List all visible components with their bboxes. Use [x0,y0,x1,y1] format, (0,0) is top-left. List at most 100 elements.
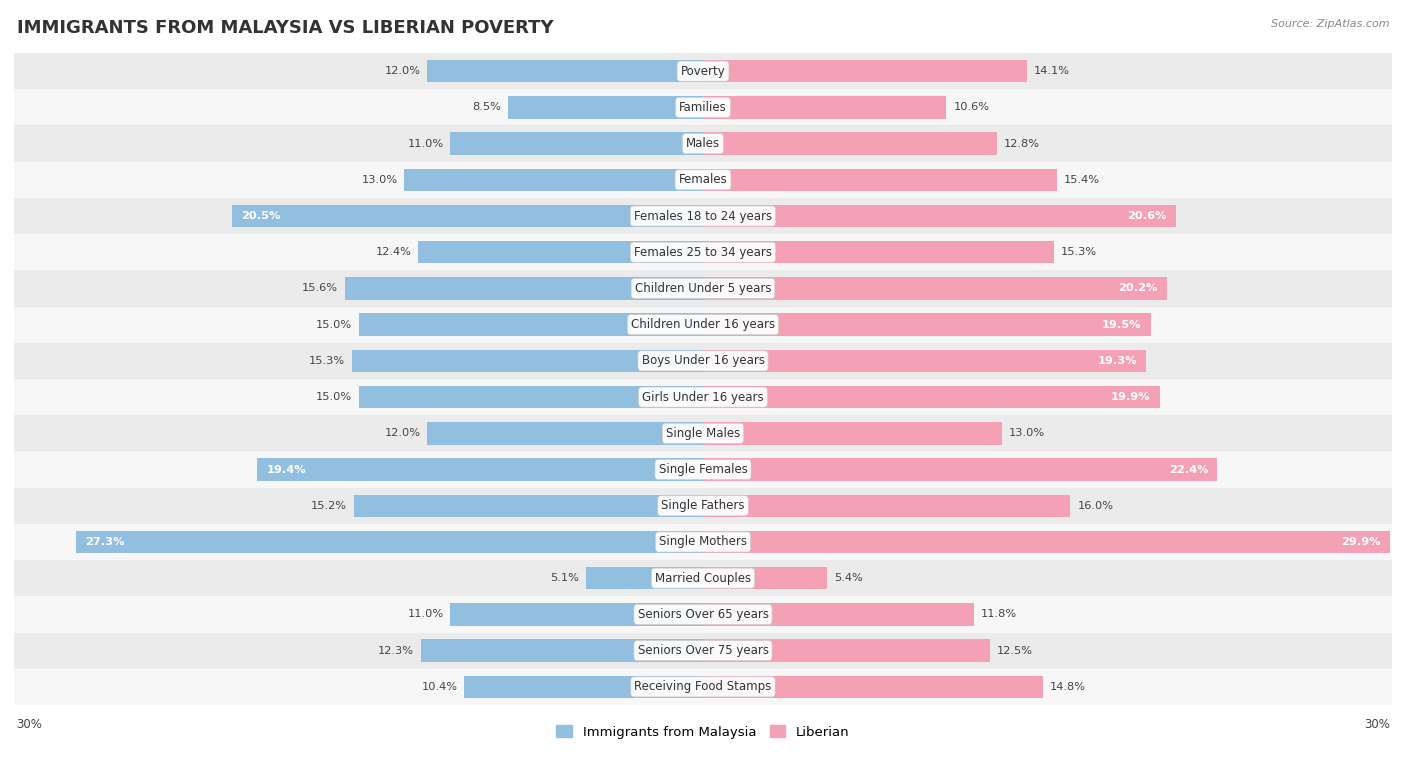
Text: 15.2%: 15.2% [311,501,347,511]
Text: 12.0%: 12.0% [384,428,420,438]
Text: 22.4%: 22.4% [1168,465,1208,475]
Text: 15.4%: 15.4% [1063,175,1099,185]
Text: 19.3%: 19.3% [1098,356,1137,366]
Text: Single Mothers: Single Mothers [659,535,747,549]
Bar [14,53,1392,89]
Text: Boys Under 16 years: Boys Under 16 years [641,355,765,368]
Bar [14,126,1392,161]
Bar [359,314,703,336]
Bar [344,277,703,299]
Bar [703,277,1167,299]
Text: 27.3%: 27.3% [86,537,125,547]
Bar [586,567,703,590]
Bar [14,198,1392,234]
Bar [703,349,1146,372]
Text: Females 18 to 24 years: Females 18 to 24 years [634,209,772,223]
Text: Children Under 5 years: Children Under 5 years [634,282,772,295]
Bar [352,349,703,372]
Bar [450,603,703,625]
Text: Seniors Over 65 years: Seniors Over 65 years [637,608,769,621]
Bar [703,205,1175,227]
Text: 19.9%: 19.9% [1111,392,1152,402]
Bar [703,96,946,118]
Bar [420,640,703,662]
Bar [14,452,1392,487]
Text: 14.1%: 14.1% [1033,66,1070,76]
Bar [232,205,703,227]
Bar [76,531,703,553]
Bar [703,531,1389,553]
Bar [14,560,1392,597]
Text: 20.5%: 20.5% [242,211,281,221]
Text: 10.6%: 10.6% [953,102,990,112]
Bar [14,632,1392,669]
Text: Receiving Food Stamps: Receiving Food Stamps [634,681,772,694]
Text: 19.5%: 19.5% [1102,320,1142,330]
Text: 12.8%: 12.8% [1004,139,1040,149]
Bar [703,459,1218,481]
Text: 11.8%: 11.8% [981,609,1017,619]
Text: Females 25 to 34 years: Females 25 to 34 years [634,246,772,258]
Bar [14,597,1392,632]
Text: Seniors Over 75 years: Seniors Over 75 years [637,644,769,657]
Text: 12.5%: 12.5% [997,646,1033,656]
Bar [14,524,1392,560]
Text: Girls Under 16 years: Girls Under 16 years [643,390,763,403]
Text: 30%: 30% [17,718,42,731]
Bar [359,386,703,409]
Bar [14,234,1392,271]
Text: 19.4%: 19.4% [267,465,307,475]
Bar [14,306,1392,343]
Bar [257,459,703,481]
Bar [405,168,703,191]
Text: 8.5%: 8.5% [472,102,501,112]
Text: Children Under 16 years: Children Under 16 years [631,318,775,331]
Text: 12.3%: 12.3% [378,646,413,656]
Text: Males: Males [686,137,720,150]
Bar [703,567,827,590]
Text: IMMIGRANTS FROM MALAYSIA VS LIBERIAN POVERTY: IMMIGRANTS FROM MALAYSIA VS LIBERIAN POV… [17,19,554,37]
Text: 20.2%: 20.2% [1118,283,1157,293]
Text: 13.0%: 13.0% [361,175,398,185]
Text: 13.0%: 13.0% [1008,428,1045,438]
Bar [464,675,703,698]
Bar [508,96,703,118]
Text: Single Males: Single Males [666,427,740,440]
Bar [703,494,1070,517]
Text: 15.3%: 15.3% [309,356,344,366]
Text: Females: Females [679,174,727,186]
Text: 5.1%: 5.1% [550,573,579,583]
Text: 11.0%: 11.0% [408,609,443,619]
Bar [14,161,1392,198]
Bar [703,314,1152,336]
Text: 10.4%: 10.4% [422,682,457,692]
Text: Poverty: Poverty [681,64,725,77]
Text: 14.8%: 14.8% [1050,682,1085,692]
Text: 15.3%: 15.3% [1062,247,1097,257]
Text: 11.0%: 11.0% [408,139,443,149]
Legend: Immigrants from Malaysia, Liberian: Immigrants from Malaysia, Liberian [551,720,855,744]
Text: 15.0%: 15.0% [315,392,352,402]
Bar [703,60,1026,83]
Bar [703,422,1001,444]
Bar [703,133,997,155]
Bar [14,487,1392,524]
Text: 16.0%: 16.0% [1077,501,1114,511]
Bar [703,241,1054,264]
Bar [427,422,703,444]
Bar [354,494,703,517]
Bar [703,675,1043,698]
Bar [703,640,990,662]
Bar [14,669,1392,705]
Text: 12.0%: 12.0% [384,66,420,76]
Bar [14,415,1392,452]
Text: 15.0%: 15.0% [315,320,352,330]
Text: Source: ZipAtlas.com: Source: ZipAtlas.com [1271,19,1389,29]
Bar [14,343,1392,379]
Text: 20.6%: 20.6% [1128,211,1167,221]
Bar [427,60,703,83]
Bar [703,603,974,625]
Text: Single Fathers: Single Fathers [661,500,745,512]
Bar [418,241,703,264]
Text: 5.4%: 5.4% [834,573,863,583]
